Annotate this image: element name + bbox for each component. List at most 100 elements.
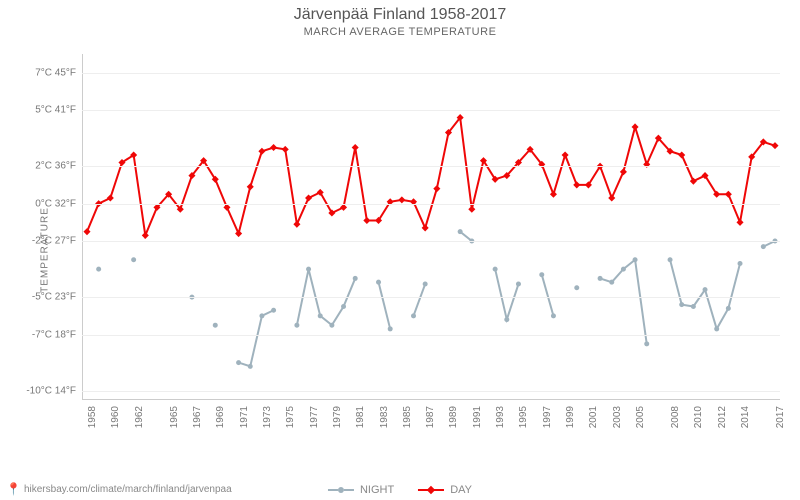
series-marker-night — [388, 326, 393, 331]
x-tick-label: 1981 — [355, 406, 366, 428]
series-marker-day — [235, 230, 242, 237]
series-marker-day — [293, 221, 300, 228]
series-marker-day — [690, 178, 697, 185]
series-marker-night — [551, 313, 556, 318]
gridline — [82, 166, 780, 167]
series-line-night — [600, 260, 647, 344]
series-marker-night — [621, 267, 626, 272]
chart-title: Järvenpää Finland 1958-2017 — [0, 0, 800, 24]
series-marker-night — [376, 280, 381, 285]
y-tick-label: -10°C 14°F — [26, 385, 76, 396]
x-tick-label: 1977 — [309, 406, 320, 428]
plot-area: -10°C 14°F-7°C 18°F-5°C 23°F-2°C 27°F0°C… — [82, 54, 780, 400]
series-marker-night — [318, 313, 323, 318]
legend-item-day: DAY — [418, 484, 472, 496]
series-marker-night — [609, 280, 614, 285]
legend-marker-night — [328, 487, 354, 493]
series-marker-day — [363, 217, 370, 224]
chart-container: Järvenpää Finland 1958-2017 MARCH AVERAG… — [0, 0, 800, 500]
x-tick-label: 1983 — [379, 406, 390, 428]
x-tick-label: 1965 — [169, 406, 180, 428]
series-marker-night — [691, 304, 696, 309]
y-tick-label: -7°C 18°F — [32, 329, 76, 340]
series-marker-night — [726, 306, 731, 311]
map-pin-icon: 📍 — [6, 482, 21, 496]
series-marker-day — [562, 151, 569, 158]
series-marker-day — [352, 144, 359, 151]
series-marker-day — [573, 181, 580, 188]
series-marker-day — [107, 194, 114, 201]
series-marker-night — [341, 304, 346, 309]
series-marker-night — [633, 257, 638, 262]
series-marker-night — [236, 360, 241, 365]
legend-marker-day — [418, 487, 444, 493]
x-tick-label: 2001 — [588, 406, 599, 428]
gridline — [82, 335, 780, 336]
y-tick-label: 0°C 32°F — [35, 198, 76, 209]
series-line-night — [542, 275, 554, 316]
series-marker-day — [282, 146, 289, 153]
series-marker-night — [644, 341, 649, 346]
series-marker-night — [213, 323, 218, 328]
series-line-night — [495, 269, 518, 319]
series-marker-day — [725, 191, 732, 198]
series-marker-day — [83, 228, 90, 235]
x-tick-label: 2005 — [635, 406, 646, 428]
source-url-text: hikersbay.com/climate/march/finland/jarv… — [24, 484, 232, 495]
x-tick-label: 1971 — [239, 406, 250, 428]
x-tick-label: 1962 — [134, 406, 145, 428]
y-tick-label: 5°C 41°F — [35, 105, 76, 116]
x-tick-label: 1973 — [262, 406, 273, 428]
source-link[interactable]: 📍 hikersbay.com/climate/march/finland/ja… — [6, 482, 232, 496]
series-marker-day — [142, 232, 149, 239]
y-tick-label: 7°C 45°F — [35, 67, 76, 78]
series-marker-day — [468, 206, 475, 213]
x-tick-label: 1997 — [542, 406, 553, 428]
series-marker-day — [632, 123, 639, 130]
x-tick-label: 1958 — [87, 406, 98, 428]
series-marker-night — [423, 282, 428, 287]
series-marker-day — [678, 151, 685, 158]
x-tick-label: 1993 — [495, 406, 506, 428]
series-marker-night — [703, 287, 708, 292]
series-marker-night — [598, 276, 603, 281]
chart-subtitle: MARCH AVERAGE TEMPERATURE — [0, 24, 800, 38]
gridline — [82, 241, 780, 242]
x-tick-label: 2017 — [775, 406, 786, 428]
series-marker-night — [668, 257, 673, 262]
series-marker-day — [247, 183, 254, 190]
series-line-night — [239, 310, 274, 366]
series-marker-day — [422, 224, 429, 231]
series-marker-night — [738, 261, 743, 266]
series-marker-night — [761, 244, 766, 249]
gridline — [82, 297, 780, 298]
series-marker-day — [223, 204, 230, 211]
series-marker-night — [329, 323, 334, 328]
y-tick-label: 2°C 36°F — [35, 161, 76, 172]
x-tick-label: 1960 — [110, 406, 121, 428]
x-tick-label: 1985 — [402, 406, 413, 428]
series-marker-night — [131, 257, 136, 262]
x-tick-label: 1989 — [448, 406, 459, 428]
x-tick-label: 2014 — [740, 406, 751, 428]
x-tick-label: 1975 — [285, 406, 296, 428]
y-axis-label: TEMPERATURE — [39, 207, 50, 293]
x-tick-label: 1995 — [518, 406, 529, 428]
series-marker-night — [353, 276, 358, 281]
x-tick-label: 2010 — [693, 406, 704, 428]
series-marker-day — [736, 219, 743, 226]
gridline — [82, 110, 780, 111]
legend: NIGHT DAY — [328, 484, 472, 496]
series-marker-night — [679, 302, 684, 307]
series-marker-night — [271, 308, 276, 313]
series-marker-night — [294, 323, 299, 328]
series-marker-night — [248, 364, 253, 369]
series-marker-night — [493, 267, 498, 272]
x-tick-label: 1979 — [332, 406, 343, 428]
x-tick-label: 1969 — [215, 406, 226, 428]
series-marker-night — [458, 229, 463, 234]
x-tick-label: 2003 — [612, 406, 623, 428]
series-marker-day — [258, 148, 265, 155]
series-marker-day — [270, 144, 277, 151]
series-marker-night — [516, 282, 521, 287]
